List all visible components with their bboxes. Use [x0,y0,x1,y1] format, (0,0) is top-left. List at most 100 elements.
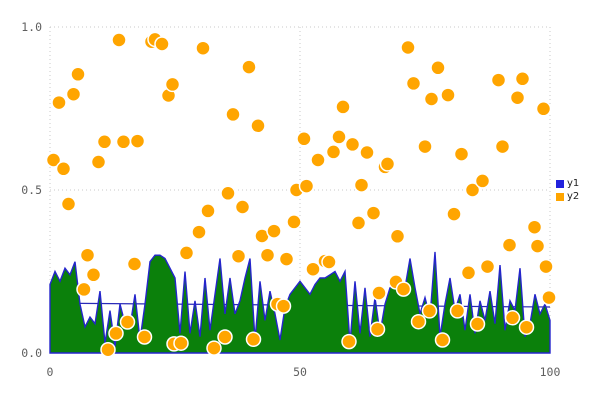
y2-scatter-point [164,76,181,93]
y2-scatter-point [421,303,438,319]
y2-scatter-point [305,261,321,277]
y2-scatter-point [469,316,486,332]
y2-scatter-point [379,156,396,172]
x-tick-label: 100 [540,365,561,379]
y2-scatter-point [501,237,518,253]
y2-scatter-point [331,129,347,145]
y2-scatter-point [119,314,136,330]
y-tick-label: 0.5 [21,183,42,197]
y2-scatter-point [70,66,86,83]
y2-scatter-point [341,333,357,350]
legend-swatch-y1-icon [556,180,564,188]
y2-scatter-point [286,214,302,230]
y2-scatter-point [90,154,107,170]
y2-scatter-point [526,219,543,235]
x-tick-label: 50 [293,365,307,379]
y2-scatter-point [65,86,82,102]
y2-scatter-point [353,177,370,193]
y2-scatter-point [434,332,451,348]
y2-scatter-point [111,32,127,48]
y2-scatter-point [154,36,170,52]
y2-scatter-point [371,285,387,301]
y2-scatter-point [535,101,552,117]
y2-scatter-point [494,138,511,155]
y2-scatter-point [173,335,189,351]
y2-scatter-point [126,256,143,272]
y2-scatter-point [449,303,466,319]
y2-scatter-point [234,199,251,215]
y2-scatter-point [400,39,416,56]
y2-scatter-point [79,247,96,263]
y2-scatter-point [453,146,470,162]
legend-item-y1: y1 [556,179,579,189]
y2-scatter-point [417,138,433,155]
y2-scatter-point [259,247,276,263]
y2-scatter-point [538,258,554,275]
y2-scatter-point [191,224,207,240]
y2-scatter-point [325,144,342,160]
y2-scatter-point [405,75,422,92]
y2-scatter-point [440,87,456,103]
legend-swatch-y2-icon [556,193,564,201]
y2-scatter-point [241,59,257,75]
y2-scatter-point [518,319,535,335]
y2-scatter-point [129,133,146,149]
y-tick-label: 0.0 [21,346,42,360]
y2-scatter-point [395,281,412,297]
legend-label-y1: y1 [567,178,580,189]
y2-scatter-point [76,281,92,298]
y2-scatter-point [310,152,326,168]
y2-scatter-point [365,205,382,221]
y2-scatter-point [108,325,124,342]
y2-scatter-point [278,251,295,267]
y2-scatter-point [474,173,491,189]
y2-scatter-point [178,245,195,261]
y2-scatter-point [296,131,312,147]
legend-label-y2: y2 [567,191,580,202]
y2-scatter-point [464,182,481,198]
y2-scatter-point [321,254,337,270]
y2-scatter-point [410,313,427,330]
y2-scatter-point [335,99,351,115]
y-tick-label: 1.0 [21,20,42,34]
y2-scatter-point [509,89,526,106]
y2-scatter-point [266,223,282,239]
legend: y1 y2 [556,179,579,202]
y2-scatter-point [541,289,557,306]
y2-scatter-point [369,321,386,337]
y2-scatter-point [344,136,361,153]
y2-scatter-point [389,228,406,245]
x-tick-label: 0 [47,365,54,379]
y2-scatter-point [96,134,113,150]
y2-scatter-point [45,152,62,168]
y2-scatter-point [55,161,72,177]
y2-scatter-point [245,331,262,348]
y2-scatter-point [430,60,446,76]
y2-scatter-point [225,106,241,123]
y2-scatter-point [115,134,132,150]
y2-scatter-point [479,258,496,275]
y2-scatter-point [350,215,367,231]
y2-scatter-point [298,178,315,194]
y2-scatter-point [206,340,222,356]
y2-scatter-point [60,196,77,212]
y2-scatter-point [490,72,507,88]
y2-scatter-point [85,267,102,283]
legend-item-y2: y2 [556,192,579,202]
y2-scatter-point [529,238,546,254]
y2-scatter-point [51,94,67,111]
y2-scatter-point [200,203,216,219]
y2-scatter-point [230,248,247,264]
y2-scatter-point [423,91,440,107]
y2-scatter-point [250,118,266,134]
y2-scatter-point [446,206,462,222]
y2-scatter-point [220,185,236,202]
y2-scatter-point [217,329,233,345]
y2-scatter-point [504,310,521,326]
y2-scatter-point [514,71,531,87]
y2-scatter-point [359,144,375,161]
y2-scatter-point [195,40,211,56]
y2-scatter-point [100,341,116,358]
